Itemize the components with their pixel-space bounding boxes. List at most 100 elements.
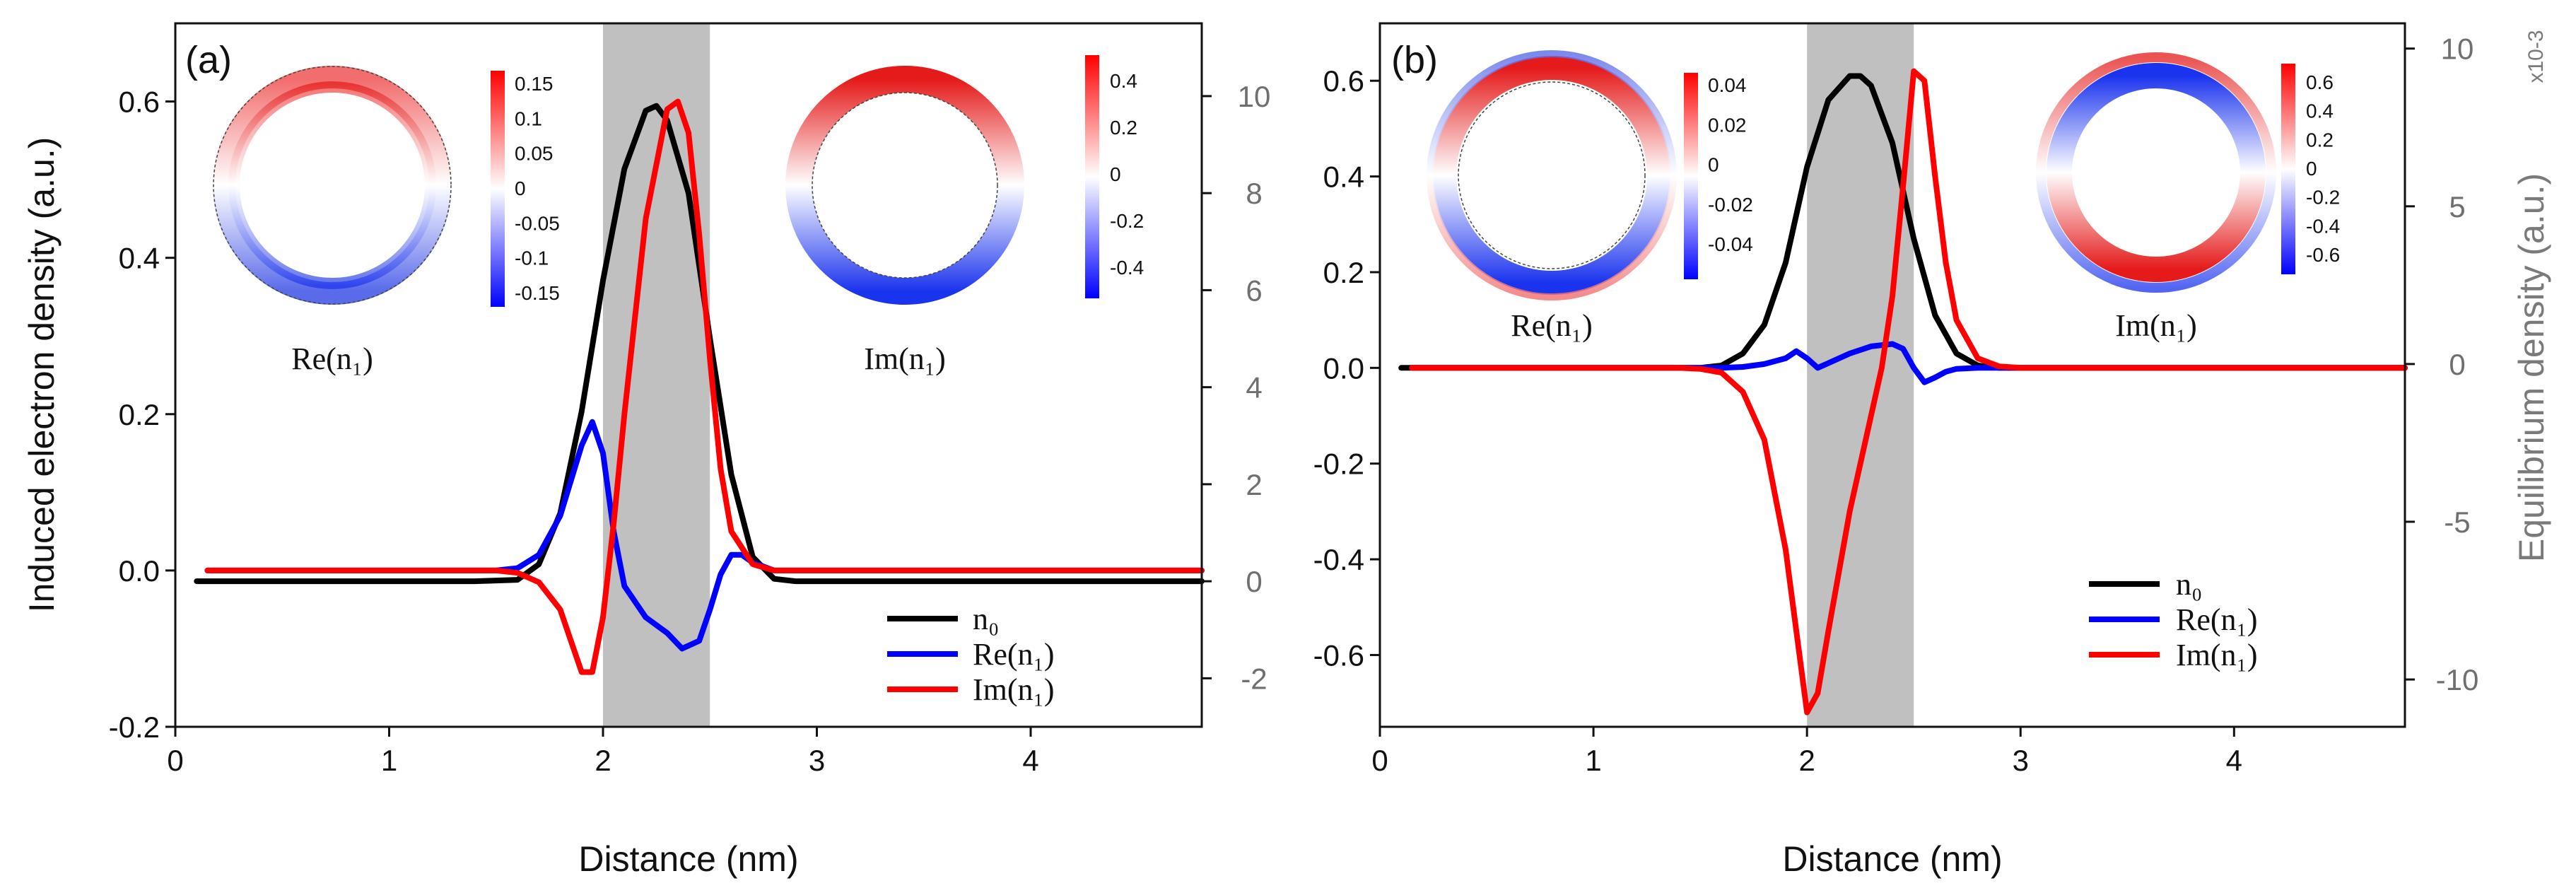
panel-a-inset-re: 0.15 0.1 0.05 0 -0.05 -0.1 -0.15 Re(n₁) (213, 66, 560, 376)
colorbar-tick-label: 0.2 (1110, 117, 1137, 139)
y-tick-label: 0.2 (1323, 256, 1364, 289)
y2-tick-label: 8 (1246, 177, 1262, 210)
colorbar-tick-label: 0.6 (2306, 71, 2334, 93)
x-tick-label: 3 (2013, 744, 2029, 777)
colorbar-tick-label: 0.15 (515, 73, 554, 95)
y2-tick-label: 5 (2449, 190, 2465, 223)
legend-label-im: Im(n₁) (973, 672, 1055, 707)
inset-ring-edge (1458, 81, 1646, 269)
colorbar-tick-label: 0.4 (2306, 100, 2334, 122)
panel-a-label: (a) (185, 39, 232, 81)
panel-a: 0 1 2 3 4 -0.2 0.0 0.2 0.4 0.6 -2 0 2 4 6 8 10 (a) Dis… (22, 22, 1270, 879)
y2-tick-label: -2 (1241, 662, 1267, 695)
legend-label-n0: n₀ (973, 602, 999, 636)
x-tick-label: 1 (1585, 744, 1601, 777)
y2-tick-label: 4 (1246, 371, 1262, 404)
x-tick-label: 4 (2226, 744, 2242, 777)
colorbar-tick-label: 0.05 (515, 143, 554, 165)
panel-a-shade (603, 23, 710, 727)
legend-label-re: Re(n₁) (973, 637, 1055, 672)
y-tick-label: -0.6 (1313, 638, 1364, 672)
y-tick-label: -0.2 (109, 711, 160, 744)
panel-b-legend: n₀ Re(n₁) Im(n₁) (2089, 567, 2258, 672)
colorbar-tick-label: -0.15 (515, 282, 560, 304)
colorbar-tick-label: -0.2 (2306, 187, 2340, 209)
colorbar-tick-label: -0.4 (2306, 215, 2340, 237)
colorbar-ticks: 0.4 0.2 0 -0.2 -0.4 (1110, 70, 1144, 279)
colorbar-tick-label: -0.6 (2306, 244, 2340, 266)
colorbar-tick-label: -0.4 (1110, 257, 1144, 279)
panel-b-y-ticks: -0.6 -0.4 -0.2 0.0 0.2 0.4 0.6 (1313, 64, 1380, 672)
panel-a-inset-im: 0.4 0.2 0 -0.2 -0.4 Im(n₁) (785, 55, 1144, 376)
panel-a-legend: n₀ Re(n₁) Im(n₁) (887, 602, 1055, 707)
colorbar-ticks: 0.15 0.1 0.05 0 -0.05 -0.1 -0.15 (515, 73, 560, 304)
legend-label-im: Im(n₁) (2176, 638, 2258, 672)
panel-b-y2-exponent: x10-3 (2524, 30, 2548, 83)
y-tick-label: 0.6 (119, 86, 160, 119)
y2-tick-label: -5 (2444, 506, 2470, 539)
x-tick-label: 2 (595, 744, 611, 777)
colorbar (491, 71, 505, 307)
colorbar-tick-label: -0.05 (515, 212, 560, 234)
legend-label-re: Re(n₁) (2176, 602, 2258, 637)
inset-ring (213, 66, 452, 305)
panel-b-y2-axis-title: Equilibrium density (a.u.) (2512, 173, 2551, 562)
panel-b-inset-re: 0.04 0.02 0 -0.02 -0.04 Re(n₁) (1427, 50, 1753, 343)
inset-caption: Im(n₁) (864, 341, 946, 376)
inset-caption: Re(n₁) (291, 341, 373, 376)
colorbar-tick-label: 0.2 (2306, 129, 2334, 151)
inset-ring-outer (1427, 50, 1677, 300)
panel-b-y2-ticks: -10 -5 0 5 10 (2405, 33, 2478, 696)
panel-a-curves (194, 98, 1205, 675)
colorbar-tick-label: -0.2 (1110, 210, 1144, 232)
y2-tick-label: 10 (2441, 33, 2474, 66)
inset-ring-edge (812, 92, 998, 279)
y2-tick-label: 2 (1246, 468, 1262, 501)
legend-label-n0: n₀ (2176, 567, 2202, 602)
colorbar-tick-label: 0.1 (515, 107, 542, 129)
y-tick-label: -0.4 (1313, 543, 1364, 576)
panel-a-y-axis-title: Induced electron density (a.u.) (22, 137, 62, 613)
inset-ring (1432, 56, 1671, 295)
x-tick-label: 0 (1371, 744, 1388, 777)
panel-b-label: (b) (1391, 39, 1438, 81)
y-tick-label: 0.0 (1323, 351, 1364, 385)
inset-ring-edge (213, 66, 452, 305)
panel-a-x-axis-title: Distance (nm) (578, 839, 798, 879)
colorbar-ticks: 0.04 0.02 0 -0.02 -0.04 (1708, 74, 1753, 255)
panel-b: 0 1 2 3 4 -0.6 -0.4 -0.2 0.0 0.2 0.4 0.6 -10 -5 0 5 10… (1313, 22, 2551, 879)
colorbar-tick-label: 0.04 (1708, 74, 1747, 96)
colorbar-tick-label: 0.02 (1708, 114, 1747, 136)
panel-b-curves (1398, 68, 2408, 715)
colorbar (1085, 55, 1099, 298)
series-line-re_n1 (1409, 341, 2408, 385)
y-tick-label: 0.0 (119, 554, 160, 588)
x-tick-label: 2 (1798, 744, 1815, 777)
panel-a-y-ticks: -0.2 0.0 0.2 0.4 0.6 (109, 86, 175, 744)
x-tick-label: 1 (381, 744, 397, 777)
panel-a-y2-ticks: -2 0 2 4 6 8 10 (1202, 80, 1270, 695)
x-tick-label: 0 (167, 744, 183, 777)
panel-b-shade (1807, 23, 1914, 727)
colorbar-tick-label: 0 (1708, 154, 1719, 176)
y-tick-label: 0.2 (119, 398, 160, 431)
inset-caption: Im(n₁) (2115, 308, 2197, 343)
series-line-im_n1 (204, 98, 1205, 675)
inset-ring (785, 66, 1024, 305)
colorbar-tick-label: 0 (1110, 163, 1121, 185)
colorbar (2281, 64, 2295, 274)
y-tick-label: 0.6 (1323, 64, 1364, 98)
inset-ring-inner (228, 81, 436, 289)
y2-tick-label: 0 (1246, 565, 1262, 598)
y2-tick-label: 6 (1246, 274, 1262, 307)
y-tick-label: 0.4 (1323, 160, 1364, 194)
panel-b-x-axis-title: Distance (nm) (1782, 839, 2002, 879)
colorbar-tick-label: -0.1 (515, 247, 549, 269)
colorbar-ticks: 0.6 0.4 0.2 0 -0.2 -0.4 -0.6 (2306, 71, 2340, 266)
x-tick-label: 4 (1022, 744, 1038, 777)
colorbar-tick-label: 0.4 (1110, 70, 1137, 92)
y2-tick-label: 10 (1238, 80, 1271, 113)
series-line-n0 (194, 103, 1205, 585)
x-tick-label: 3 (809, 744, 825, 777)
